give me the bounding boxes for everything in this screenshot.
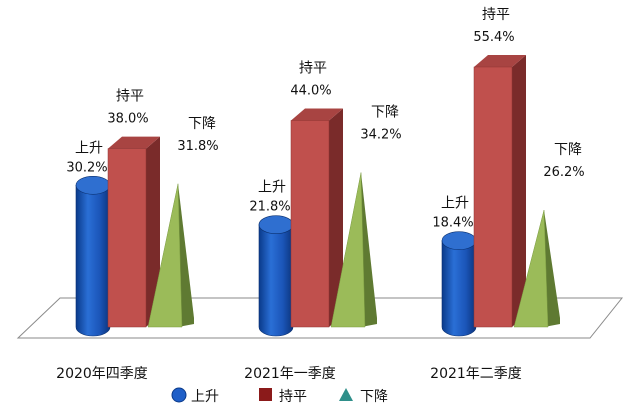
data-label: 38.0% bbox=[107, 112, 148, 127]
bar-pyramid-fall bbox=[147, 183, 194, 328]
series-name-label: 上升 bbox=[75, 140, 103, 156]
legend-label-fall: 下降 bbox=[360, 389, 388, 405]
bar-cylinder-rise bbox=[441, 231, 477, 337]
data-label: 44.0% bbox=[290, 84, 331, 99]
series-name-label: 持平 bbox=[116, 89, 144, 105]
series-name-label: 持平 bbox=[482, 7, 510, 23]
data-label: 21.8% bbox=[249, 200, 290, 215]
data-label: 55.4% bbox=[473, 30, 514, 45]
series-name-label: 持平 bbox=[299, 61, 327, 77]
dark-red-square-icon bbox=[259, 388, 272, 401]
series-name-label: 下降 bbox=[188, 116, 216, 132]
legend-label-rise: 上升 bbox=[191, 389, 219, 405]
legend-item-rise: 上升 bbox=[171, 387, 219, 405]
legend-item-fall: 下降 bbox=[339, 388, 388, 405]
data-label: 30.2% bbox=[66, 160, 107, 175]
legend: 上升 持平 下降 bbox=[171, 387, 388, 405]
category-label: 2021年一季度 bbox=[244, 366, 336, 382]
category-label: 2021年二季度 bbox=[430, 366, 522, 382]
bar-box-flat bbox=[107, 136, 160, 328]
data-label: 18.4% bbox=[432, 216, 473, 231]
bar-pyramid-fall bbox=[513, 209, 560, 328]
data-label: 31.8% bbox=[177, 139, 218, 154]
series-name-label: 上升 bbox=[258, 180, 286, 196]
category-label: 2020年四季度 bbox=[56, 366, 148, 382]
data-label: 34.2% bbox=[360, 127, 401, 142]
bar-pyramid-fall bbox=[330, 172, 377, 328]
bar-box-flat bbox=[473, 55, 526, 328]
teal-triangle-icon bbox=[339, 388, 353, 401]
legend-item-flat: 持平 bbox=[259, 388, 307, 405]
series-name-label: 上升 bbox=[441, 196, 469, 212]
blue-circle-icon bbox=[171, 387, 187, 403]
bar-box-flat bbox=[290, 108, 343, 328]
series-name-label: 下降 bbox=[554, 142, 582, 158]
bar-cylinder-rise bbox=[75, 175, 111, 337]
data-label: 26.2% bbox=[543, 165, 584, 180]
bar-cylinder-rise bbox=[258, 215, 294, 337]
series-name-label: 下降 bbox=[371, 104, 399, 120]
legend-label-flat: 持平 bbox=[279, 389, 307, 405]
